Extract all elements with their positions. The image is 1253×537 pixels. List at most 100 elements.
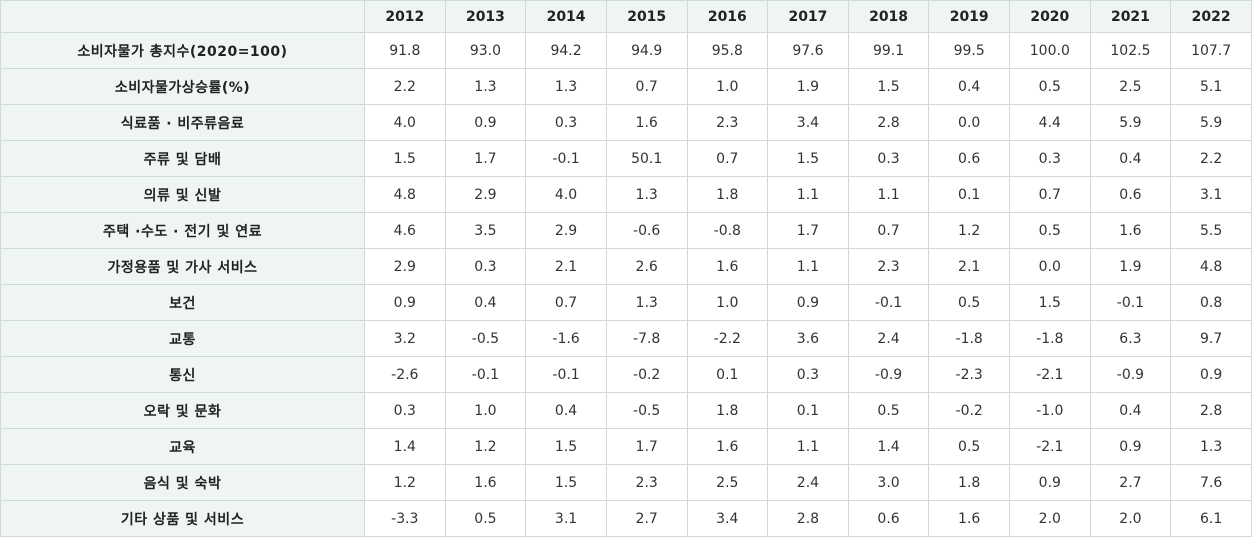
- corner-cell: [0, 0, 365, 33]
- value-cell: 9.7: [1170, 320, 1252, 357]
- value-cell: 2.2: [1170, 140, 1252, 177]
- table-row: 소비자물가 총지수(2020=100) 91.8 93.0 94.2 94.9 95.8 9…: [0, 32, 1252, 69]
- value-cell: -3.3: [364, 500, 446, 537]
- value-cell: 107.7: [1170, 32, 1252, 69]
- year-header: 2019: [928, 0, 1010, 33]
- value-cell: 2.0: [1089, 500, 1172, 537]
- value-cell: 0.4: [928, 68, 1010, 105]
- row-label: 오락 및 문화: [0, 392, 365, 429]
- table-row: 기타 상품 및 서비스 -3.3 0.5 3.1 2.7 3.4 2.8 0.6 1.6 2.0 2…: [0, 500, 1252, 537]
- value-cell: 0.9: [1170, 356, 1252, 393]
- table-body: 소비자물가 총지수(2020=100) 91.8 93.0 94.2 94.9 95.8 9…: [0, 32, 1252, 537]
- value-cell: -0.1: [525, 356, 607, 393]
- value-cell: 3.4: [767, 104, 849, 141]
- value-cell: -0.1: [525, 140, 607, 177]
- value-cell: 1.8: [928, 464, 1010, 501]
- value-cell: 0.6: [1089, 176, 1172, 213]
- value-cell: -0.5: [444, 320, 527, 357]
- value-cell: 0.5: [1009, 68, 1091, 105]
- value-cell: 3.2: [364, 320, 446, 357]
- value-cell: 0.3: [444, 248, 527, 285]
- value-cell: 1.5: [525, 464, 607, 501]
- table-row: 가정용품 및 가사 서비스 2.9 0.3 2.1 2.6 1.6 1.1 2.3 2.1 0.0…: [0, 248, 1252, 285]
- value-cell: 0.3: [767, 356, 849, 393]
- value-cell: 1.8: [686, 392, 769, 429]
- row-label: 의류 및 신발: [0, 176, 365, 213]
- value-cell: 0.5: [1009, 212, 1091, 249]
- value-cell: -0.6: [605, 212, 688, 249]
- value-cell: 5.9: [1170, 104, 1252, 141]
- value-cell: 5.5: [1170, 212, 1252, 249]
- value-cell: 1.6: [444, 464, 527, 501]
- year-header: 2013: [444, 0, 527, 33]
- value-cell: 1.3: [525, 68, 607, 105]
- value-cell: 0.3: [847, 140, 930, 177]
- value-cell: 4.0: [525, 176, 607, 213]
- value-cell: 2.9: [364, 248, 446, 285]
- value-cell: 7.6: [1170, 464, 1252, 501]
- value-cell: -7.8: [605, 320, 688, 357]
- value-cell: 1.1: [767, 248, 849, 285]
- value-cell: 0.4: [1089, 392, 1172, 429]
- row-label: 교통: [0, 320, 365, 357]
- value-cell: 1.5: [767, 140, 849, 177]
- value-cell: 2.3: [605, 464, 688, 501]
- value-cell: 94.9: [605, 32, 688, 69]
- value-cell: 3.0: [847, 464, 930, 501]
- value-cell: -2.3: [928, 356, 1010, 393]
- row-label: 소비자물가 총지수(2020=100): [0, 32, 365, 69]
- value-cell: 1.3: [605, 176, 688, 213]
- value-cell: 4.8: [1170, 248, 1252, 285]
- value-cell: 97.6: [767, 32, 849, 69]
- value-cell: 2.1: [928, 248, 1010, 285]
- row-label: 기타 상품 및 서비스: [0, 500, 365, 537]
- value-cell: 1.7: [767, 212, 849, 249]
- value-cell: 3.5: [444, 212, 527, 249]
- value-cell: 0.7: [1009, 176, 1091, 213]
- value-cell: -1.0: [1009, 392, 1091, 429]
- year-header: 2021: [1089, 0, 1172, 33]
- value-cell: 2.7: [605, 500, 688, 537]
- value-cell: 1.2: [364, 464, 446, 501]
- year-header: 2014: [525, 0, 607, 33]
- value-cell: 1.0: [686, 284, 769, 321]
- year-header: 2020: [1009, 0, 1091, 33]
- value-cell: 0.7: [847, 212, 930, 249]
- value-cell: 0.4: [1089, 140, 1172, 177]
- value-cell: 0.0: [928, 104, 1010, 141]
- value-cell: 2.6: [605, 248, 688, 285]
- value-cell: 2.9: [444, 176, 527, 213]
- value-cell: 2.3: [686, 104, 769, 141]
- value-cell: 0.7: [605, 68, 688, 105]
- value-cell: -0.1: [1089, 284, 1172, 321]
- value-cell: 1.4: [364, 428, 446, 465]
- value-cell: 91.8: [364, 32, 446, 69]
- value-cell: 0.3: [1009, 140, 1091, 177]
- value-cell: 0.3: [364, 392, 446, 429]
- value-cell: 50.1: [605, 140, 688, 177]
- value-cell: 2.2: [364, 68, 446, 105]
- value-cell: 0.1: [928, 176, 1010, 213]
- value-cell: 6.1: [1170, 500, 1252, 537]
- value-cell: 0.0: [1009, 248, 1091, 285]
- value-cell: 99.1: [847, 32, 930, 69]
- value-cell: 3.4: [686, 500, 769, 537]
- table-row: 교육 1.4 1.2 1.5 1.7 1.6 1.1 1.4 0.5 -2.1 0.9 1.3: [0, 428, 1252, 465]
- value-cell: 1.4: [847, 428, 930, 465]
- value-cell: 1.3: [1170, 428, 1252, 465]
- value-cell: 2.7: [1089, 464, 1172, 501]
- value-cell: 1.6: [686, 248, 769, 285]
- row-label: 소비자물가상승률(%): [0, 68, 365, 105]
- value-cell: 0.1: [767, 392, 849, 429]
- value-cell: 1.7: [605, 428, 688, 465]
- value-cell: 2.9: [525, 212, 607, 249]
- value-cell: 0.6: [928, 140, 1010, 177]
- value-cell: 4.8: [364, 176, 446, 213]
- value-cell: -0.2: [928, 392, 1010, 429]
- value-cell: 2.5: [686, 464, 769, 501]
- table-row: 보건 0.9 0.4 0.7 1.3 1.0 0.9 -0.1 0.5 1.5 -0.1 0.8: [0, 284, 1252, 321]
- value-cell: 3.1: [525, 500, 607, 537]
- value-cell: 0.7: [525, 284, 607, 321]
- value-cell: -1.6: [525, 320, 607, 357]
- value-cell: -2.1: [1009, 356, 1091, 393]
